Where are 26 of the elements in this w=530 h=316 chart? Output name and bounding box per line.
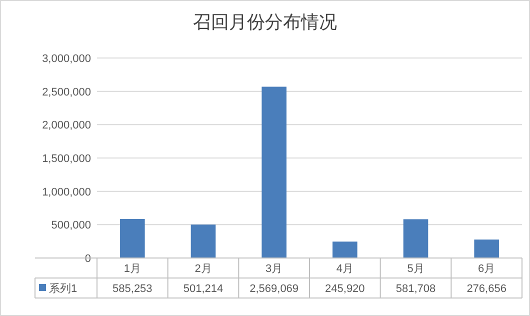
x-tick-label: 2月 xyxy=(194,263,212,275)
bar xyxy=(262,86,286,258)
bar xyxy=(332,242,358,258)
data-label: 585,253 xyxy=(112,283,152,295)
x-tick-label: 5月 xyxy=(407,263,424,275)
data-label: 2,569,069 xyxy=(250,283,299,295)
data-label: 581,708 xyxy=(396,283,436,295)
data-label: 245,920 xyxy=(325,283,365,295)
data-label: 276,656 xyxy=(466,283,506,295)
y-tick-label: 3,000,000 xyxy=(42,53,91,65)
bar xyxy=(190,224,216,258)
y-tick-label: 2,500,000 xyxy=(42,86,91,98)
y-tick-label: 1,000,000 xyxy=(42,186,91,198)
x-tick-label: 4月 xyxy=(336,263,354,275)
x-tick-label: 3月 xyxy=(266,263,283,275)
y-tick-label: 500,000 xyxy=(51,220,91,232)
x-tick-label: 1月 xyxy=(124,263,141,275)
bar xyxy=(474,240,499,258)
bar xyxy=(403,219,428,258)
y-tick-label: 2,000,000 xyxy=(42,120,91,132)
x-tick-label: 6月 xyxy=(478,263,496,275)
legend-label: 系列1 xyxy=(49,282,78,295)
chart-title: 召回月份分布情况 xyxy=(193,12,337,32)
y-tick-label: 1,500,000 xyxy=(42,153,91,165)
bar xyxy=(120,218,145,258)
data-label: 501,214 xyxy=(183,283,224,295)
